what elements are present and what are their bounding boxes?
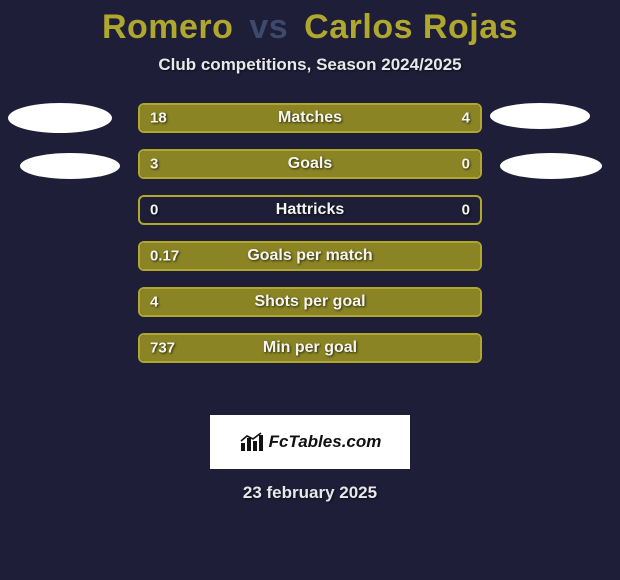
value-right: 0	[462, 156, 470, 173]
stat-bar-shots-per-goal: 4 Shots per goal	[138, 287, 482, 317]
value-left: 3	[150, 156, 158, 173]
chart-icon	[239, 431, 265, 453]
stat-label: Min per goal	[263, 339, 357, 357]
player-ellipse-right-mid	[500, 153, 602, 179]
stat-label: Hattricks	[276, 201, 344, 219]
stat-label: Goals per match	[247, 247, 372, 265]
value-right: 4	[462, 110, 470, 127]
player-ellipse-left-mid	[20, 153, 120, 179]
logo-text: FcTables.com	[269, 432, 382, 452]
subtitle: Club competitions, Season 2024/2025	[0, 55, 620, 75]
value-left: 737	[150, 340, 175, 357]
fill-left	[140, 151, 405, 177]
player2-name: Carlos Rojas	[304, 8, 518, 46]
stat-label: Shots per goal	[254, 293, 365, 311]
value-left: 0	[150, 202, 158, 219]
fill-left	[140, 105, 398, 131]
stat-bar-matches: 18 4 Matches	[138, 103, 482, 133]
stat-bar-hattricks: 0 0 Hattricks	[138, 195, 482, 225]
value-left: 0.17	[150, 248, 179, 265]
value-right: 0	[462, 202, 470, 219]
stat-label: Goals	[288, 155, 332, 173]
player-ellipse-right-top	[490, 103, 590, 129]
logo-badge: FcTables.com	[210, 415, 410, 469]
player1-name: Romero	[102, 8, 233, 46]
comparison-arena: 18 4 Matches 3 0 Goals 0 0 Hattricks 0.17 Goals pe…	[0, 103, 620, 403]
stat-bar-goals: 3 0 Goals	[138, 149, 482, 179]
date-text: 23 february 2025	[0, 483, 620, 503]
stat-bar-min-per-goal: 737 Min per goal	[138, 333, 482, 363]
value-left: 18	[150, 110, 167, 127]
vs-text: vs	[249, 8, 288, 46]
player-ellipse-left-top	[8, 103, 112, 133]
stat-bar-goals-per-match: 0.17 Goals per match	[138, 241, 482, 271]
value-left: 4	[150, 294, 158, 311]
stat-label: Matches	[278, 109, 342, 127]
comparison-title: Romero vs Carlos Rojas	[0, 0, 620, 47]
stat-bars: 18 4 Matches 3 0 Goals 0 0 Hattricks 0.17 Goals pe…	[138, 103, 482, 379]
